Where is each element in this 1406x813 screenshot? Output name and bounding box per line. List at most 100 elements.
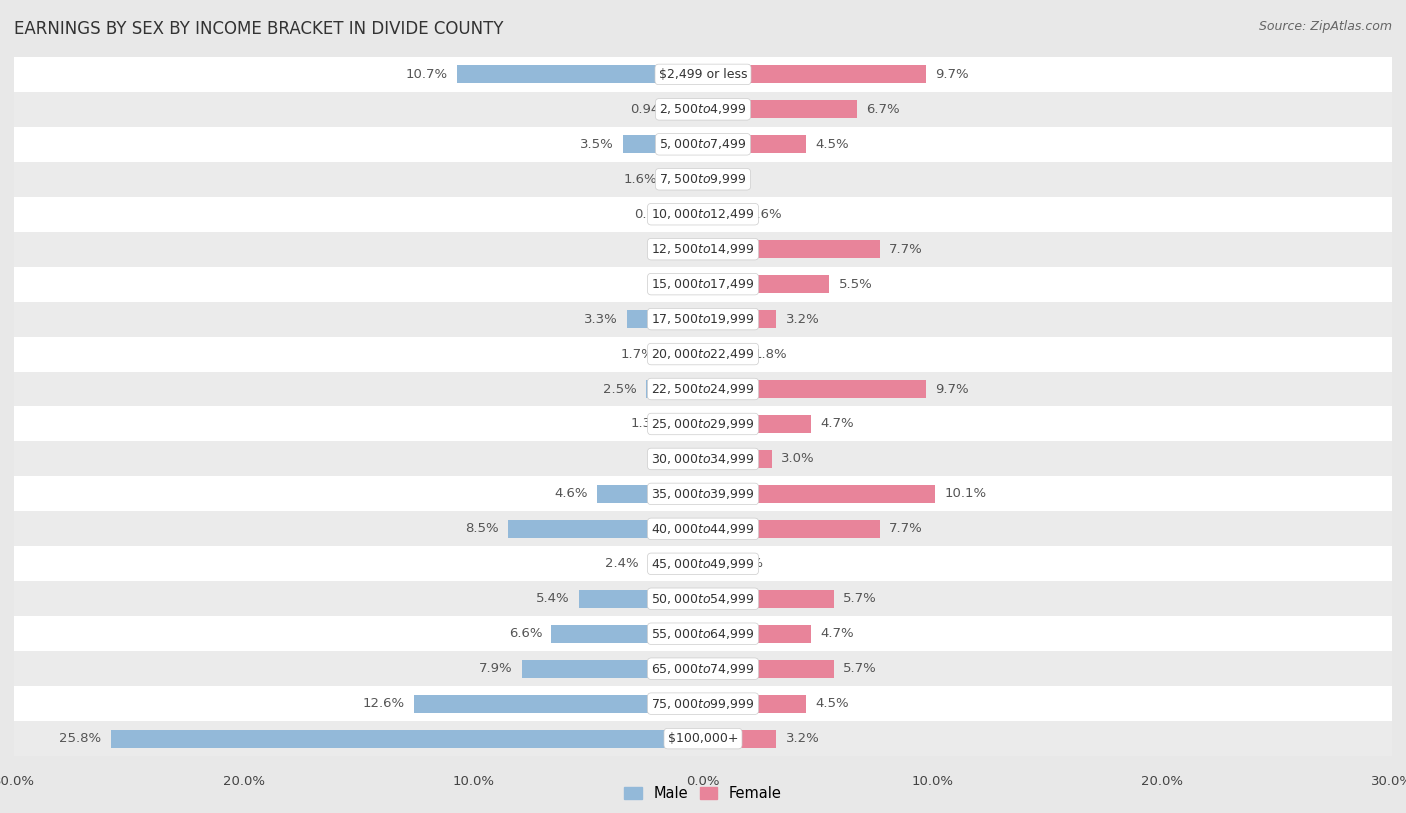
- Bar: [14, 686, 1392, 721]
- Bar: [14, 232, 1392, 267]
- Text: $22,500 to $24,999: $22,500 to $24,999: [651, 382, 755, 396]
- Text: 1.7%: 1.7%: [621, 348, 655, 360]
- Text: 7.7%: 7.7%: [889, 523, 922, 535]
- Text: 1.6%: 1.6%: [623, 173, 657, 185]
- Text: 0.0%: 0.0%: [661, 453, 693, 465]
- Text: $100,000+: $100,000+: [668, 733, 738, 745]
- Text: 6.7%: 6.7%: [866, 103, 900, 115]
- Text: $17,500 to $19,999: $17,500 to $19,999: [651, 312, 755, 326]
- Text: 5.5%: 5.5%: [838, 278, 872, 290]
- Bar: [14, 302, 1392, 337]
- Bar: [703, 624, 811, 643]
- Bar: [579, 589, 703, 608]
- Bar: [703, 100, 856, 119]
- Bar: [14, 616, 1392, 651]
- Text: 5.4%: 5.4%: [536, 593, 569, 605]
- Text: 1.3%: 1.3%: [630, 418, 664, 430]
- Bar: [703, 135, 807, 154]
- Text: 2.5%: 2.5%: [603, 383, 637, 395]
- Text: 2.4%: 2.4%: [605, 558, 638, 570]
- Bar: [703, 380, 925, 398]
- Bar: [645, 380, 703, 398]
- Text: Source: ZipAtlas.com: Source: ZipAtlas.com: [1258, 20, 1392, 33]
- Text: 1.6%: 1.6%: [749, 208, 783, 220]
- Text: 10.7%: 10.7%: [406, 68, 449, 80]
- Text: $25,000 to $29,999: $25,000 to $29,999: [651, 417, 755, 431]
- Bar: [703, 345, 744, 363]
- Bar: [648, 554, 703, 573]
- Text: 12.6%: 12.6%: [363, 698, 405, 710]
- Bar: [522, 659, 703, 678]
- Text: 0.94%: 0.94%: [630, 103, 672, 115]
- Text: 9.7%: 9.7%: [935, 68, 969, 80]
- Bar: [703, 729, 776, 748]
- Legend: Male, Female: Male, Female: [624, 786, 782, 802]
- Text: 30.0%: 30.0%: [1371, 776, 1406, 789]
- Bar: [413, 694, 703, 713]
- Text: 0.79%: 0.79%: [634, 208, 676, 220]
- Text: 0.0%: 0.0%: [713, 173, 745, 185]
- Text: $2,500 to $4,999: $2,500 to $4,999: [659, 102, 747, 116]
- Text: $55,000 to $64,999: $55,000 to $64,999: [651, 627, 755, 641]
- Text: 30.0%: 30.0%: [0, 776, 35, 789]
- Text: 6.6%: 6.6%: [509, 628, 543, 640]
- Bar: [14, 546, 1392, 581]
- Text: 3.2%: 3.2%: [786, 313, 820, 325]
- Bar: [14, 267, 1392, 302]
- Bar: [673, 415, 703, 433]
- Text: 4.5%: 4.5%: [815, 138, 849, 150]
- Bar: [703, 589, 834, 608]
- Bar: [14, 721, 1392, 756]
- Bar: [14, 406, 1392, 441]
- Bar: [703, 275, 830, 293]
- Bar: [14, 162, 1392, 197]
- Text: 8.5%: 8.5%: [465, 523, 499, 535]
- Bar: [14, 127, 1392, 162]
- Text: 10.1%: 10.1%: [945, 488, 986, 500]
- Bar: [703, 485, 935, 503]
- Text: 4.6%: 4.6%: [555, 488, 588, 500]
- Text: 25.8%: 25.8%: [59, 733, 101, 745]
- Text: $75,000 to $99,999: $75,000 to $99,999: [651, 697, 755, 711]
- Bar: [551, 624, 703, 643]
- Text: 3.5%: 3.5%: [579, 138, 613, 150]
- Bar: [14, 581, 1392, 616]
- Text: 4.7%: 4.7%: [820, 628, 853, 640]
- Bar: [14, 92, 1392, 127]
- Bar: [627, 310, 703, 328]
- Bar: [457, 65, 703, 84]
- Text: 1.8%: 1.8%: [754, 348, 787, 360]
- Bar: [14, 511, 1392, 546]
- Text: 4.7%: 4.7%: [820, 418, 853, 430]
- Bar: [111, 729, 703, 748]
- Bar: [14, 651, 1392, 686]
- Bar: [703, 694, 807, 713]
- Text: $10,000 to $12,499: $10,000 to $12,499: [651, 207, 755, 221]
- Bar: [14, 372, 1392, 406]
- Bar: [14, 337, 1392, 372]
- Text: $5,000 to $7,499: $5,000 to $7,499: [659, 137, 747, 151]
- Text: $30,000 to $34,999: $30,000 to $34,999: [651, 452, 755, 466]
- Bar: [703, 240, 880, 259]
- Bar: [14, 476, 1392, 511]
- Text: 9.7%: 9.7%: [935, 383, 969, 395]
- Text: 3.2%: 3.2%: [786, 733, 820, 745]
- Text: 3.0%: 3.0%: [782, 453, 814, 465]
- Text: $15,000 to $17,499: $15,000 to $17,499: [651, 277, 755, 291]
- Text: $12,500 to $14,999: $12,500 to $14,999: [651, 242, 755, 256]
- Text: 4.5%: 4.5%: [815, 698, 849, 710]
- Bar: [703, 205, 740, 224]
- Text: 20.0%: 20.0%: [1142, 776, 1184, 789]
- Bar: [703, 554, 711, 573]
- Text: $50,000 to $54,999: $50,000 to $54,999: [651, 592, 755, 606]
- Bar: [623, 135, 703, 154]
- Text: $35,000 to $39,999: $35,000 to $39,999: [651, 487, 755, 501]
- Bar: [703, 659, 834, 678]
- Text: $45,000 to $49,999: $45,000 to $49,999: [651, 557, 755, 571]
- Bar: [703, 310, 776, 328]
- Bar: [14, 57, 1392, 92]
- Text: 0.0%: 0.0%: [661, 278, 693, 290]
- Text: 20.0%: 20.0%: [222, 776, 264, 789]
- Bar: [703, 65, 925, 84]
- Text: 5.7%: 5.7%: [844, 663, 877, 675]
